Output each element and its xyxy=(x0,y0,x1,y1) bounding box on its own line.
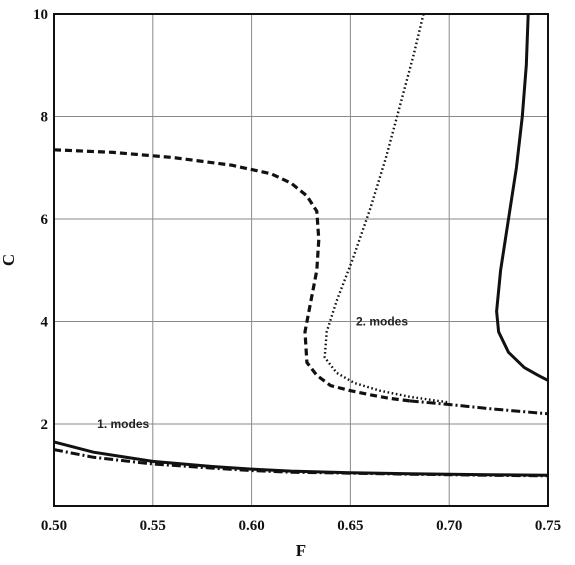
y-tick-label: 10 xyxy=(33,7,48,23)
annotation-label: 2. modes xyxy=(356,315,408,329)
x-tick-labels: 0.50 0.55 0.60 0.65 0.70 0.75 xyxy=(41,518,561,534)
x-tick-label: 0.50 xyxy=(41,518,67,534)
series-3-dashed-line xyxy=(53,148,410,403)
series-4-dotted-line xyxy=(323,13,450,404)
y-tick-label: 8 xyxy=(41,110,49,126)
y-tick-labels: 2 4 6 8 10 xyxy=(33,7,49,433)
x-tick-label: 0.70 xyxy=(436,518,462,534)
annotations: 1. modes 2. modes xyxy=(97,315,408,432)
y-tick-label: 2 xyxy=(41,417,49,433)
series-5-dash-dot-line xyxy=(409,399,549,416)
series-layer xyxy=(53,13,549,478)
y-tick-label: 4 xyxy=(41,315,49,331)
series-2-dash-dot-line xyxy=(53,448,549,478)
y-axis-title: C xyxy=(0,254,18,266)
x-tick-label: 0.55 xyxy=(140,518,166,534)
x-tick-label: 0.65 xyxy=(337,518,363,534)
series-1-solid-line xyxy=(53,440,549,477)
x-axis-title: F xyxy=(296,541,306,560)
x-tick-label: 0.75 xyxy=(535,518,561,534)
y-tick-label: 6 xyxy=(41,212,49,228)
grid xyxy=(54,14,548,506)
plot-frame xyxy=(53,13,549,507)
series-6-solid-line xyxy=(495,13,549,382)
x-tick-label: 0.60 xyxy=(238,518,264,534)
annotation-label: 1. modes xyxy=(97,417,149,431)
